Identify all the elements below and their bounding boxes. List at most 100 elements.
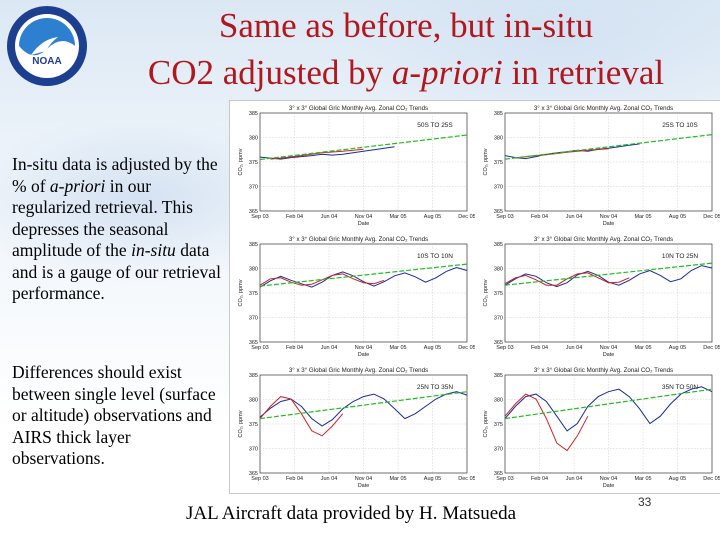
- y-tick-label: 385: [249, 373, 258, 379]
- x-tick-label: Dec 05: [703, 214, 720, 220]
- region-label: 35N TO 50N: [662, 384, 699, 391]
- y-tick-label: 380: [494, 267, 503, 273]
- title-line-2-italic: a-priori: [391, 53, 503, 92]
- chart-grid: 3° x 3° Global Gric Monthly Avg. Zonal C…: [229, 100, 720, 494]
- y-axis-label: CO₂, ppmv: [483, 279, 489, 306]
- x-tick-label: Jun 04: [321, 345, 338, 351]
- x-tick-label: Nov 04: [600, 345, 617, 351]
- page-number: 33: [638, 495, 652, 509]
- y-tick-label: 365: [249, 471, 258, 477]
- x-axis-label: Date: [603, 352, 615, 358]
- title-line-1: Same as before, but in-situ: [218, 6, 594, 45]
- slide-title: Same as before, but in-situ CO2 adjusted…: [96, 2, 716, 96]
- y-tick-label: 375: [249, 422, 258, 428]
- y-tick-label: 365: [249, 209, 258, 215]
- title-line-2: CO2 adjusted by a-priori in retrieval: [96, 49, 716, 96]
- x-tick-label: Dec 05: [703, 476, 720, 482]
- data-credit: JAL Aircraft data provided by H. Matsued…: [186, 503, 517, 524]
- region-label: 10S TO 10N: [417, 253, 453, 260]
- x-tick-label: Dec 05: [458, 214, 475, 220]
- paragraph-adjustment: In-situ data is adjusted by the % of a-p…: [12, 154, 227, 305]
- x-tick-label: Feb 04: [286, 476, 303, 482]
- chart-25n-35n: 3° x 3° Global Gric Monthly Avg. Zonal C…: [238, 367, 475, 489]
- y-tick-label: 375: [249, 291, 258, 297]
- x-tick-label: Feb 04: [286, 214, 303, 220]
- y-tick-label: 370: [494, 447, 503, 453]
- chart-title: 3° x 3° Global Gric Monthly Avg. Zonal C…: [534, 105, 673, 112]
- x-tick-label: Aug 05: [669, 345, 686, 351]
- para1-part5: data and is a gauge of our retrieval per…: [12, 240, 221, 303]
- logo-text: NOAA: [32, 56, 61, 67]
- x-axis-label: Date: [358, 483, 370, 489]
- region-label: 25S TO 10S: [662, 122, 698, 129]
- y-tick-label: 370: [494, 316, 503, 322]
- x-tick-label: Feb 04: [531, 345, 548, 351]
- chart-title: 3° x 3° Global Gric Monthly Avg. Zonal C…: [289, 105, 428, 112]
- x-tick-label: Mar 05: [634, 214, 651, 220]
- y-tick-label: 380: [249, 398, 258, 404]
- x-tick-label: Aug 05: [669, 476, 686, 482]
- x-tick-label: Sep 03: [496, 214, 513, 220]
- y-tick-label: 365: [494, 209, 503, 215]
- y-tick-label: 385: [494, 111, 503, 117]
- y-tick-label: 375: [494, 291, 503, 297]
- region-label: 10N TO 25N: [662, 253, 699, 260]
- x-tick-label: Mar 05: [389, 476, 406, 482]
- series-line: [259, 273, 385, 286]
- x-tick-label: Nov 04: [355, 214, 372, 220]
- y-tick-label: 380: [249, 136, 258, 142]
- x-tick-label: Aug 05: [424, 345, 441, 351]
- series-line: [259, 266, 468, 288]
- x-tick-label: Sep 03: [251, 345, 268, 351]
- x-tick-label: Sep 03: [496, 345, 513, 351]
- y-axis-label: CO₂, ppmv: [483, 410, 489, 437]
- y-tick-label: 380: [494, 398, 503, 404]
- y-tick-label: 365: [494, 471, 503, 477]
- x-tick-label: Jun 04: [566, 476, 583, 482]
- x-tick-label: Nov 04: [355, 345, 372, 351]
- noaa-logo: NOAA: [7, 6, 87, 86]
- x-axis-label: Date: [358, 352, 370, 358]
- chart-25s-10s: 3° x 3° Global Gric Monthly Avg. Zonal C…: [483, 105, 720, 227]
- x-tick-label: Dec 05: [703, 345, 720, 351]
- y-tick-label: 375: [494, 160, 503, 166]
- y-tick-label: 385: [249, 242, 258, 248]
- y-axis-label: CO₂, ppmv: [238, 148, 244, 175]
- y-tick-label: 370: [249, 316, 258, 322]
- chart-title: 3° x 3° Global Gric Monthly Avg. Zonal C…: [534, 367, 673, 374]
- x-tick-label: Mar 05: [389, 214, 406, 220]
- x-tick-label: Feb 04: [531, 476, 548, 482]
- series-line: [270, 148, 364, 160]
- y-tick-label: 385: [249, 111, 258, 117]
- region-label: 25N TO 35N: [417, 384, 454, 391]
- y-axis-label: CO₂, ppmv: [483, 148, 489, 175]
- series-line: [259, 391, 468, 427]
- chart-10n-25n: 3° x 3° Global Gric Monthly Avg. Zonal C…: [483, 236, 720, 358]
- x-tick-label: Mar 05: [634, 345, 651, 351]
- x-tick-label: Jun 04: [321, 476, 338, 482]
- x-tick-label: Nov 04: [600, 476, 617, 482]
- x-tick-label: Nov 04: [600, 214, 617, 220]
- x-axis-label: Date: [358, 221, 370, 227]
- x-tick-label: Aug 05: [424, 476, 441, 482]
- y-tick-label: 365: [249, 340, 258, 346]
- y-tick-label: 370: [249, 185, 258, 191]
- para1-part1: In-situ data is adjusted by the % of: [12, 154, 218, 196]
- y-tick-label: 385: [494, 373, 503, 379]
- y-tick-label: 385: [494, 242, 503, 248]
- y-tick-label: 365: [494, 340, 503, 346]
- x-tick-label: Mar 05: [389, 345, 406, 351]
- chart-title: 3° x 3° Global Gric Monthly Avg. Zonal C…: [534, 236, 673, 243]
- x-tick-label: Feb 04: [531, 214, 548, 220]
- region-label: 50S TO 25S: [417, 122, 453, 129]
- y-tick-label: 370: [494, 185, 503, 191]
- para1-italic-apriori: a-priori: [49, 175, 106, 196]
- x-tick-label: Sep 03: [496, 476, 513, 482]
- chart-35n-50n: 3° x 3° Global Gric Monthly Avg. Zonal C…: [483, 367, 720, 489]
- x-axis-label: Date: [603, 483, 615, 489]
- chart-50s-25s: 3° x 3° Global Gric Monthly Avg. Zonal C…: [238, 105, 475, 227]
- para1-part3: in our regularized retrieval. This depre…: [12, 175, 193, 261]
- chart-10s-10n: 3° x 3° Global Gric Monthly Avg. Zonal C…: [238, 236, 475, 358]
- chart-title: 3° x 3° Global Gric Monthly Avg. Zonal C…: [289, 236, 428, 243]
- x-tick-label: Nov 04: [355, 476, 372, 482]
